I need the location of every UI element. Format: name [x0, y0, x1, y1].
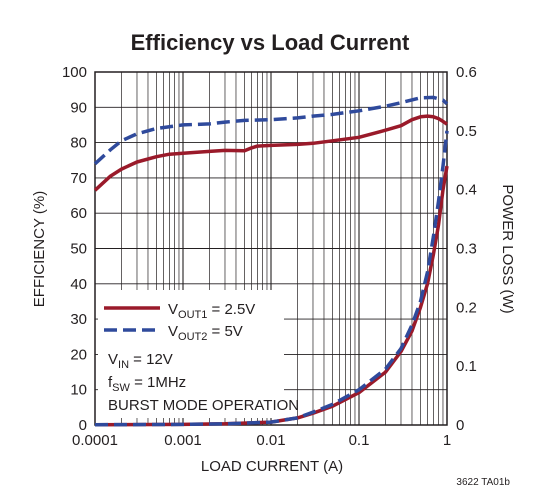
x-tick-labels: 0.0001 0.001 0.01 0.1 1 [72, 432, 451, 449]
condition-mode: BURST MODE OPERATION [108, 397, 299, 414]
condition-vin-sub: IN [118, 359, 129, 371]
figure-id: 3622 TA01b [456, 477, 510, 488]
x-tick-label: 0.1 [349, 432, 370, 449]
series-line-power-loss-vout2 [94, 130, 449, 427]
y-right-tick-label: 0.6 [456, 64, 477, 81]
condition-fsw-rest: = 1MHz [130, 374, 186, 391]
y-left-tick-labels: 0 10 20 30 40 50 60 70 80 90 100 [62, 64, 87, 434]
y-right-tick-label: 0.5 [456, 123, 477, 140]
y-left-tick-label: 100 [62, 64, 87, 81]
y-left-axis-label: EFFICIENCY (%) [31, 191, 48, 307]
y-left-tick-label: 80 [70, 135, 87, 152]
legend-label-vout2-rest: = 5V [207, 323, 242, 340]
y-right-tick-labels: 0 0.1 0.2 0.3 0.4 0.5 0.6 [456, 64, 477, 434]
legend-background [98, 290, 284, 418]
y-right-tick-label: 0.3 [456, 241, 477, 258]
series-line-efficiency-vout1 [93, 114, 449, 192]
y-left-tick-label: 30 [70, 311, 87, 328]
plot-frame [94, 71, 448, 426]
series-layer [93, 95, 449, 427]
y-left-tick-label: 60 [70, 205, 87, 222]
y-left-tick-label: 0 [79, 417, 87, 434]
series-line-efficiency-vout2 [93, 95, 449, 166]
y-left-tick-label: 90 [70, 99, 87, 116]
x-axis-label: LOAD CURRENT (A) [201, 458, 343, 475]
legend-label-vout1-sub: OUT1 [178, 309, 207, 321]
condition-vin: VIN = 12V [108, 351, 173, 371]
x-tick-label: 0.001 [164, 432, 202, 449]
y-left-tick-label: 70 [70, 170, 87, 187]
chart-title: Efficiency vs Load Current [131, 30, 410, 55]
legend-label-vout1-main: V [168, 301, 178, 318]
y-right-tick-label: 0.1 [456, 358, 477, 375]
y-left-tick-label: 10 [70, 382, 87, 399]
y-left-tick-label: 20 [70, 346, 87, 363]
x-tick-label: 1 [443, 432, 451, 449]
condition-vin-rest: = 12V [129, 351, 173, 368]
condition-vin-main: V [108, 351, 118, 368]
y-right-tick-label: 0 [456, 417, 464, 434]
legend-label-vout2: VOUT2 = 5V [168, 323, 243, 343]
y-right-axis-label: POWER LOSS (W) [499, 184, 516, 313]
y-left-tick-label: 40 [70, 276, 87, 293]
legend-label-vout1-rest: = 2.5V [207, 301, 255, 318]
y-right-tick-label: 0.2 [456, 299, 477, 316]
y-right-tick-label: 0.4 [456, 182, 477, 199]
condition-fsw-sub: SW [112, 382, 130, 394]
condition-fsw-main: f [108, 374, 113, 391]
condition-fsw: fSW = 1MHz [108, 374, 186, 394]
legend-label-vout2-sub: OUT2 [178, 331, 207, 343]
legend-label-vout1: VOUT1 = 2.5V [168, 301, 255, 321]
legend-label-vout2-main: V [168, 323, 178, 340]
x-tick-label: 0.01 [256, 432, 285, 449]
y-left-tick-label: 50 [70, 241, 87, 258]
x-tick-label: 0.0001 [72, 432, 118, 449]
